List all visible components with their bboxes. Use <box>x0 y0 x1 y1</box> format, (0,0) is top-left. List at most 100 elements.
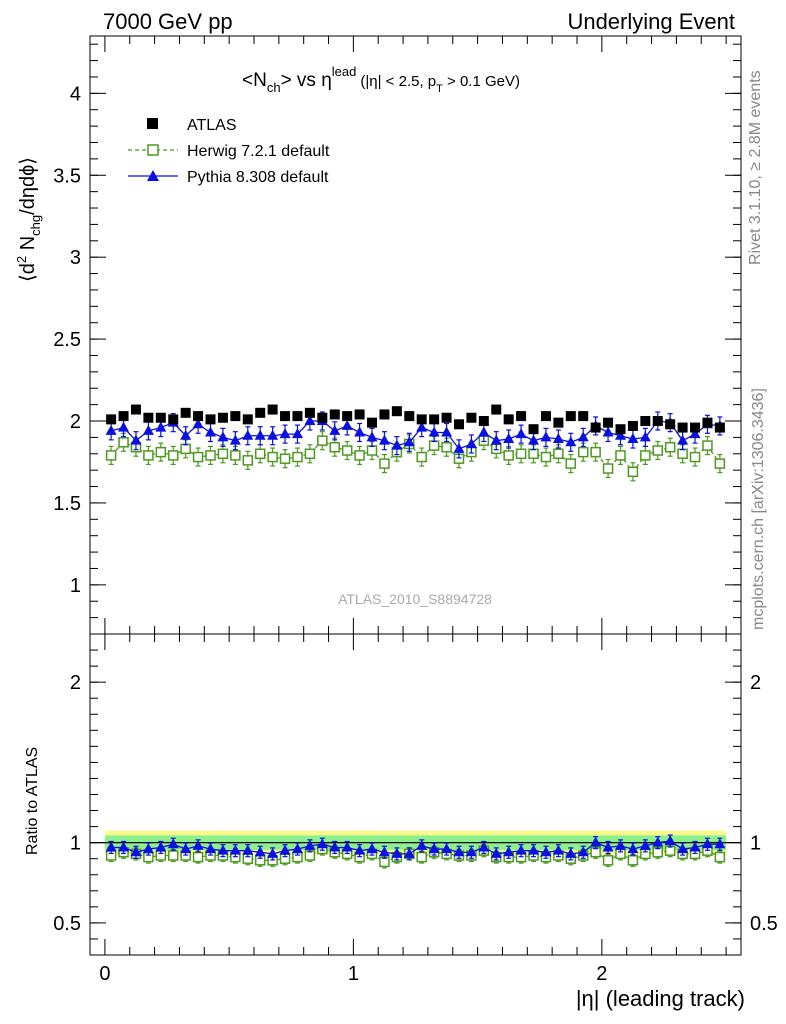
pythia-ratio-point <box>677 843 689 854</box>
atlas-point <box>516 411 527 422</box>
atlas-point <box>143 412 154 423</box>
atlas-point <box>329 409 340 420</box>
atlas-point <box>304 407 315 418</box>
ratio-plot-frame <box>89 633 742 956</box>
herwig-point <box>329 441 340 453</box>
pythia-point <box>341 419 353 430</box>
atlas-point <box>528 424 539 435</box>
herwig-point <box>416 451 427 463</box>
pythia-ratio-point <box>490 847 502 858</box>
x-tick-label: 1 <box>348 963 359 985</box>
atlas-point <box>466 412 477 423</box>
pythia-ratio-point <box>503 846 515 857</box>
pythia-ratio-point <box>354 844 366 855</box>
pythia-ratio-point <box>316 838 328 849</box>
atlas-point <box>491 404 502 415</box>
pythia-ratio-point <box>528 844 540 855</box>
pythia-ratio-point <box>441 843 453 854</box>
atlas-point <box>540 411 551 422</box>
pythia-ratio-point <box>453 846 465 857</box>
herwig-point <box>652 445 664 456</box>
herwig-point <box>540 451 552 463</box>
atlas-point <box>429 414 440 425</box>
atlas-point <box>379 409 390 420</box>
herwig-ratio-point <box>602 855 614 866</box>
atlas-point <box>205 414 216 425</box>
pythia-point <box>528 434 540 445</box>
pythia-point <box>242 429 254 440</box>
pythia-point <box>639 431 651 442</box>
x-axis-label: |η| (leading track) <box>576 986 745 1011</box>
herwig-point <box>379 458 390 469</box>
atlas-point <box>404 411 415 422</box>
x-tick-label: 2 <box>596 963 607 985</box>
atlas-point <box>627 420 638 431</box>
herwig-point <box>503 450 514 461</box>
pythia-ratio-point <box>267 847 279 858</box>
pythia-ratio-point <box>652 836 664 847</box>
pythia-ratio-point <box>217 844 229 855</box>
atlas-point <box>478 416 489 427</box>
x-tick-label: 0 <box>99 963 110 985</box>
pythia-ratio-point <box>242 844 254 855</box>
atlas-point <box>652 416 663 427</box>
pythia-ratio-point <box>552 844 564 855</box>
y-tick-label: 3.5 <box>53 165 81 187</box>
pythia-ratio-point <box>279 844 291 855</box>
pythia-ratio-point <box>167 838 179 849</box>
herwig-point <box>354 450 365 461</box>
atlas-point <box>603 417 614 428</box>
herwig-point <box>366 445 378 456</box>
pythia-point <box>118 421 130 432</box>
pythia-ratio-point <box>428 843 440 854</box>
pythia-ratio-point <box>229 844 241 855</box>
pythia-point <box>453 442 465 453</box>
atlas-point <box>217 412 228 423</box>
legend-herwig-marker <box>147 144 159 156</box>
pythia-point <box>416 421 428 432</box>
herwig-ratio-point <box>167 850 179 861</box>
atlas-point <box>453 419 464 430</box>
pythia-point <box>478 426 490 437</box>
y-axis-label: ⟨d2 Nchg/dηdϕ⟩ <box>14 157 43 282</box>
y-tick-label-right: 2 <box>750 672 761 694</box>
herwig-point <box>714 458 726 469</box>
atlas-point <box>255 407 266 418</box>
pythia-ratio-point <box>366 843 378 854</box>
atlas-point <box>130 404 141 415</box>
herwig-point <box>515 448 527 460</box>
atlas-point <box>267 404 278 415</box>
y-tick-label: 4 <box>70 83 81 105</box>
pythia-ratio-point <box>142 843 154 854</box>
herwig-point <box>155 446 167 458</box>
pythia-ratio-point <box>664 835 676 846</box>
pythia-ratio-point <box>155 841 167 852</box>
herwig-point <box>664 441 676 453</box>
herwig-point <box>279 453 291 464</box>
pythia-point <box>540 431 552 442</box>
pythia-ratio-point <box>602 841 614 852</box>
herwig-point <box>230 450 241 461</box>
herwig-point <box>553 448 564 460</box>
pythia-point <box>217 431 229 442</box>
herwig-point <box>602 463 614 474</box>
herwig-point <box>267 451 278 463</box>
pythia-point <box>577 431 589 442</box>
pythia-ratio-point <box>180 843 192 854</box>
mcplots-info: mcplots.cern.ch [arXiv:1306.3436] <box>750 388 767 630</box>
herwig-point <box>143 450 154 461</box>
pythia-ratio-point <box>341 841 353 852</box>
atlas-point <box>615 424 626 435</box>
legend-pythia-marker <box>147 170 159 181</box>
herwig-point <box>254 448 266 460</box>
pythia-ratio-point <box>577 846 589 857</box>
pythia-point <box>142 424 154 435</box>
pythia-point <box>180 429 192 440</box>
herwig-point <box>205 450 216 461</box>
atlas-point <box>690 422 701 433</box>
pythia-point <box>465 437 477 448</box>
atlas-point <box>565 411 576 422</box>
herwig-point <box>192 451 204 463</box>
pythia-point <box>105 424 117 435</box>
atlas-point <box>665 419 676 430</box>
